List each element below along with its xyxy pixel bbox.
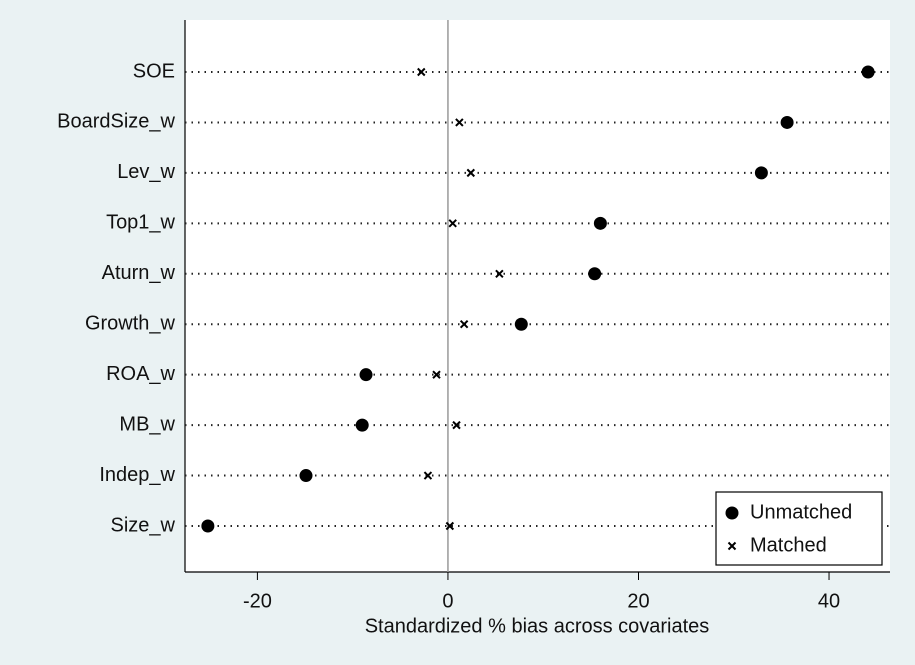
legend-label: Unmatched (750, 501, 852, 523)
x-axis-title: Standardized % bias across covariates (365, 615, 710, 637)
legend-box (715, 491, 883, 566)
legend-marker (725, 506, 739, 520)
x-tick-label: 0 (442, 590, 453, 612)
data-point (359, 368, 373, 382)
y-tick-label: Aturn_w (102, 262, 176, 284)
x-tick-label: 40 (818, 590, 840, 612)
x-tick-label: 20 (627, 590, 649, 612)
data-point (299, 469, 313, 483)
data-point (588, 267, 602, 281)
y-tick-label: MB_w (119, 413, 175, 435)
data-point (466, 168, 476, 178)
legend-label: Matched (750, 534, 827, 556)
y-tick-label: Lev_w (117, 161, 175, 183)
data-point (593, 216, 607, 230)
plot-area (185, 20, 890, 572)
legend-marker (727, 541, 737, 551)
data-point (780, 115, 794, 129)
data-point (514, 317, 528, 331)
y-tick-label: ROA_w (106, 363, 175, 385)
data-point (452, 420, 461, 430)
data-point (861, 65, 875, 79)
data-point (455, 118, 464, 127)
y-tick-label: SOE (133, 60, 175, 82)
y-tick-label: Indep_w (99, 464, 175, 486)
data-point (417, 67, 426, 77)
y-tick-label: BoardSize_w (57, 111, 175, 133)
data-point (495, 269, 504, 278)
data-point (423, 471, 433, 480)
y-tick-label: Size_w (111, 514, 176, 536)
data-point (754, 166, 768, 180)
x-tick-label: -20 (243, 590, 272, 612)
y-tick-label: Growth_w (85, 313, 176, 335)
data-point (432, 370, 441, 379)
y-tick-label: Top1_w (106, 212, 175, 234)
data-point (448, 219, 457, 228)
data-point (201, 519, 215, 533)
data-point (355, 418, 369, 432)
data-point (445, 521, 455, 531)
data-point (459, 320, 469, 329)
